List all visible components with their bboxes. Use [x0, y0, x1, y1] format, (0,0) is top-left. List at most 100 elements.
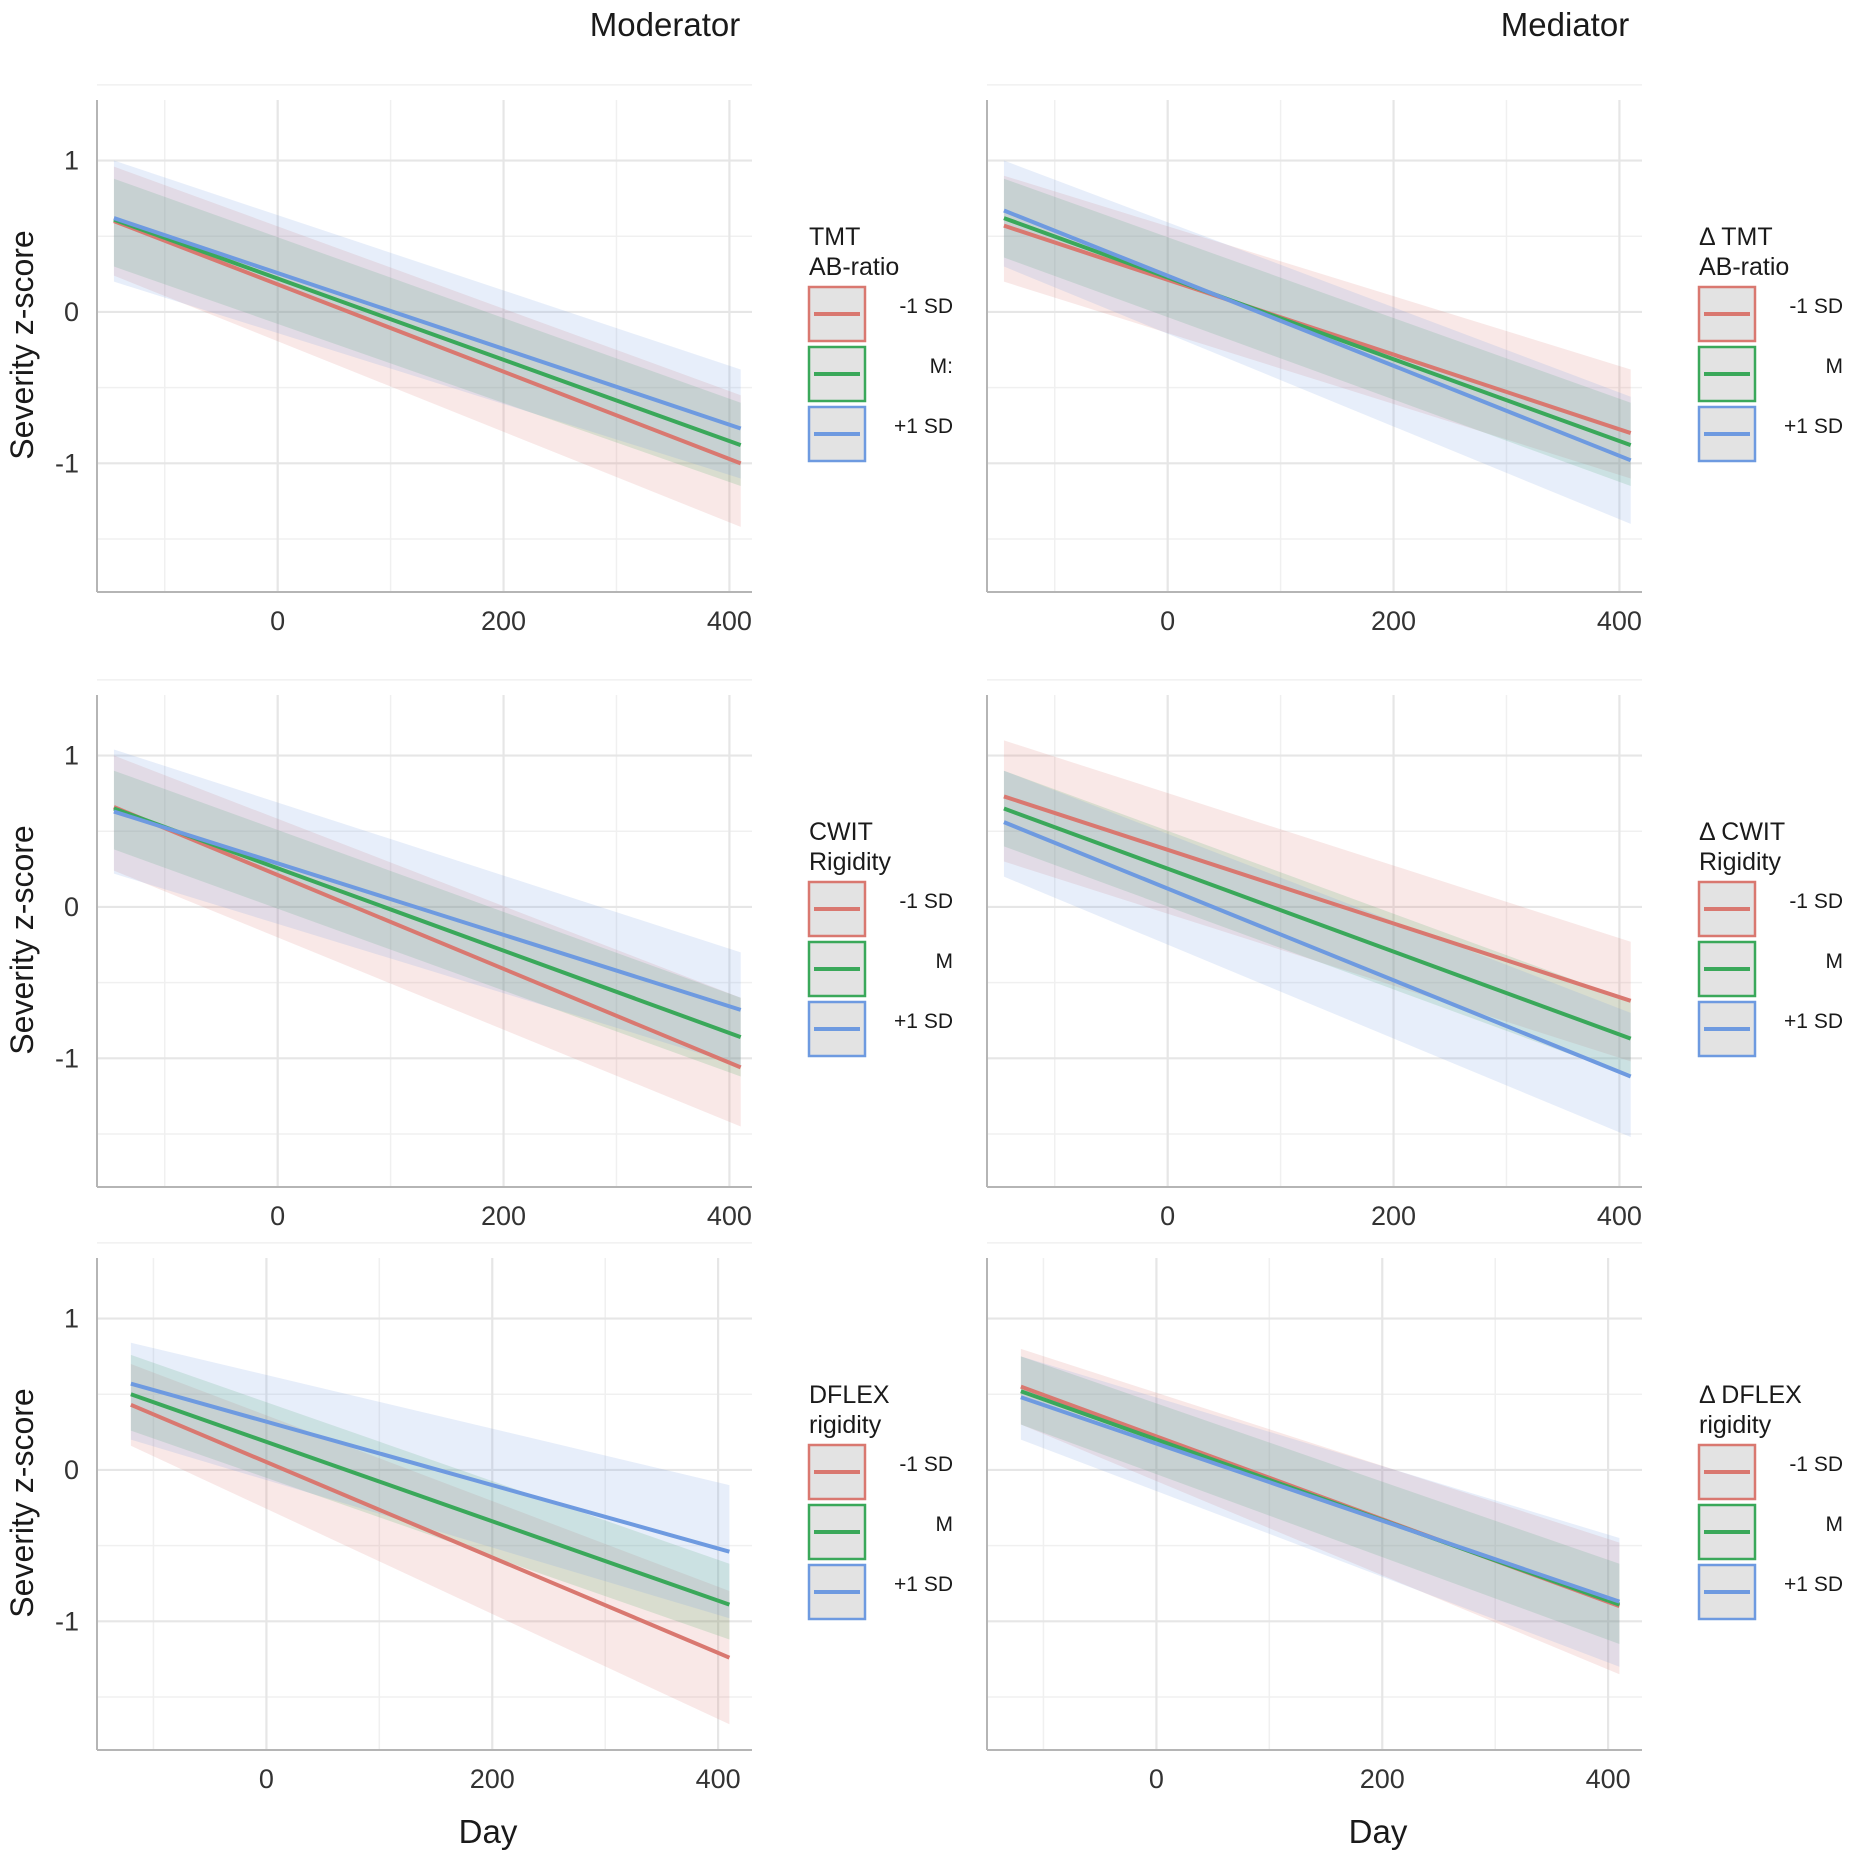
y-tick-label: -1 [55, 448, 79, 478]
x-tick-label: 0 [259, 1764, 274, 1794]
legend-title: Δ DFLEX [1699, 1381, 1802, 1409]
legend-label-plus: +1 SD [894, 415, 953, 438]
x-axis-title-right: Day [1349, 1813, 1408, 1850]
ci-band-plus [1003, 770, 1631, 1138]
y-tick-label: 0 [64, 1455, 79, 1485]
ci-band-minus [113, 755, 741, 1127]
y-tick-label: 1 [64, 1304, 79, 1334]
legend-label-plus: +1 SD [1784, 1573, 1843, 1596]
legend-title: DFLEX [809, 1381, 890, 1409]
y-tick-label: 1 [64, 146, 79, 176]
x-tick-label: 400 [1597, 606, 1642, 636]
legend-label-minus: -1 SD [1789, 890, 1843, 913]
legend-title: rigidity [1699, 1411, 1772, 1439]
legend-label-mean: M [936, 950, 954, 973]
column-title-moderator: Moderator [590, 6, 740, 43]
legend-label-minus: -1 SD [1789, 295, 1843, 318]
trend-line-minus [113, 805, 742, 1070]
legend-label-minus: -1 SD [1789, 1453, 1843, 1476]
legend-label-plus: +1 SD [1784, 1010, 1843, 1033]
x-tick-label: 400 [707, 606, 752, 636]
x-tick-label: 400 [1586, 1764, 1631, 1794]
legend-label-mean: M: [930, 355, 953, 378]
trend-line-minus [1003, 223, 1632, 435]
trend-line-mean [1003, 216, 1632, 448]
y-axis-title: Severity z-score [4, 230, 40, 459]
x-tick-label: 200 [1371, 606, 1416, 636]
x-tick-label: 200 [1371, 1201, 1416, 1231]
legend-label-plus: +1 SD [894, 1573, 953, 1596]
trend-line-plus [113, 809, 742, 1012]
ci-band-minus [1003, 175, 1631, 479]
trend-line-plus [1003, 820, 1632, 1079]
trend-line-minus [1003, 794, 1632, 1003]
ci-band-plus [1020, 1356, 1620, 1667]
x-tick-label: 200 [1360, 1764, 1405, 1794]
trend-line-plus [113, 216, 742, 431]
ci-band-plus [113, 749, 741, 1066]
trend-line-plus [1003, 208, 1632, 463]
y-tick-label: 1 [64, 741, 79, 771]
ci-band-minus [130, 1363, 730, 1725]
ci-band-minus [113, 166, 741, 527]
y-tick-label: 0 [64, 297, 79, 327]
trend-line-mean [113, 217, 742, 448]
legend-label-mean: M [936, 1513, 954, 1536]
panel-dflex-moderator: 0 200 400 1 0 -1 Severity z-score DFLEXrigidity… [4, 1242, 954, 1794]
x-tick-label: 400 [707, 1201, 752, 1231]
trend-line-minus [130, 1403, 731, 1660]
legend-label-mean: M [1826, 1513, 1844, 1536]
x-tick-label: 200 [481, 606, 526, 636]
x-tick-label: 0 [1160, 1201, 1175, 1231]
x-tick-label: 0 [1160, 606, 1175, 636]
y-tick-label: -1 [55, 1043, 79, 1073]
legend-title: Rigidity [809, 848, 891, 876]
y-tick-label: 0 [64, 892, 79, 922]
ci-band-plus [113, 160, 741, 479]
legend-label-mean: M [1826, 950, 1844, 973]
legend-label-mean: M [1826, 355, 1844, 378]
legend-title: AB-ratio [809, 253, 899, 281]
panel-cwit-moderator: 0 200 400 1 0 -1 Severity z-score CWITRigidity-… [4, 679, 954, 1231]
y-axis-title: Severity z-score [4, 825, 40, 1054]
ci-band-plus [130, 1342, 730, 1619]
legend-label-plus: +1 SD [1784, 415, 1843, 438]
legend-title: CWIT [809, 818, 873, 846]
trend-line-mean [1003, 806, 1632, 1041]
legend-title: Δ CWIT [1699, 818, 1785, 846]
legend-title: Rigidity [1699, 848, 1781, 876]
x-tick-label: 200 [481, 1201, 526, 1231]
legend-title: Δ TMT [1699, 223, 1773, 251]
trend-line-plus [130, 1381, 730, 1554]
legend-label-minus: -1 SD [899, 295, 953, 318]
x-axis-title-left: Day [459, 1813, 518, 1850]
trend-line-minus [113, 219, 742, 466]
panel-tmt-moderator: 0 200 400 1 0 -1 Severity z-score TMTAB-ratio-1… [4, 84, 953, 636]
legend-title: TMT [809, 223, 860, 251]
y-axis-title: Severity z-score [4, 1388, 40, 1617]
x-tick-label: 400 [1597, 1201, 1642, 1231]
ci-band-plus [1003, 160, 1631, 524]
column-title-mediator: Mediator [1501, 6, 1629, 43]
legend-label-minus: -1 SD [899, 1453, 953, 1476]
ci-band-minus [1020, 1348, 1620, 1675]
y-tick-label: -1 [55, 1606, 79, 1636]
trend-line-plus [1020, 1395, 1621, 1604]
x-tick-label: 200 [470, 1764, 515, 1794]
legend-title: rigidity [809, 1411, 882, 1439]
legend-label-minus: -1 SD [899, 890, 953, 913]
legend-title: AB-ratio [1699, 253, 1789, 281]
x-tick-label: 0 [270, 606, 285, 636]
x-tick-label: 400 [696, 1764, 741, 1794]
